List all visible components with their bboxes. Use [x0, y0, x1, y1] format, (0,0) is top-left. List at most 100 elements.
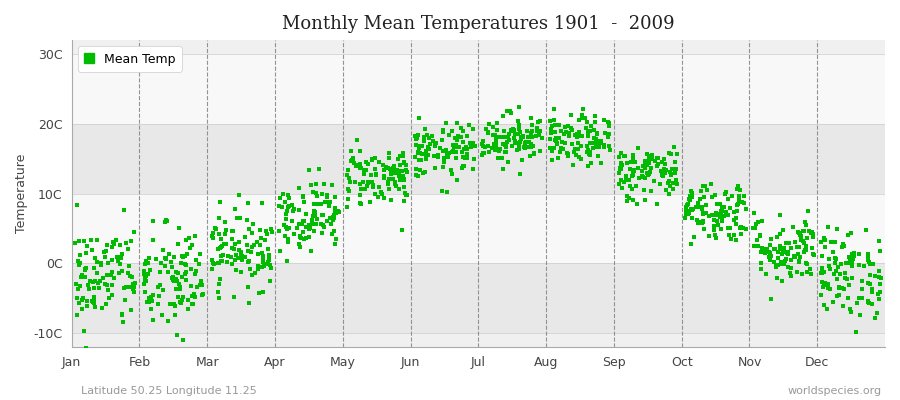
- Point: [826, 249, 841, 255]
- Point: [123, 273, 138, 279]
- Point: [304, 217, 319, 223]
- Point: [687, 234, 701, 240]
- Point: [832, 284, 846, 290]
- Point: [502, 137, 517, 144]
- Point: [445, 170, 459, 177]
- Point: [328, 206, 343, 212]
- Point: [854, 294, 868, 301]
- Point: [724, 225, 738, 231]
- Point: [612, 170, 626, 176]
- Point: [376, 173, 391, 179]
- Point: [450, 176, 464, 183]
- Point: [466, 140, 481, 146]
- Point: [738, 226, 752, 232]
- Point: [834, 261, 849, 268]
- Point: [816, 284, 831, 290]
- Point: [614, 166, 628, 172]
- Point: [580, 119, 594, 126]
- Point: [581, 133, 596, 139]
- Point: [214, 252, 229, 259]
- Point: [518, 138, 533, 145]
- Point: [543, 145, 557, 151]
- Point: [776, 260, 790, 266]
- Point: [698, 226, 712, 232]
- Point: [74, 274, 88, 281]
- Point: [315, 191, 329, 198]
- Point: [476, 150, 491, 156]
- Point: [392, 153, 407, 159]
- Point: [419, 156, 434, 162]
- Point: [213, 258, 228, 265]
- Point: [455, 138, 470, 145]
- Point: [353, 181, 367, 187]
- Point: [763, 252, 778, 259]
- Point: [510, 131, 525, 137]
- Point: [846, 256, 860, 262]
- Point: [761, 254, 776, 261]
- Point: [418, 126, 432, 132]
- Point: [302, 226, 316, 232]
- Point: [364, 179, 379, 186]
- Point: [185, 301, 200, 307]
- Point: [618, 175, 633, 182]
- Point: [706, 223, 721, 229]
- Bar: [72, 194, 885, 263]
- Point: [279, 216, 293, 222]
- Point: [496, 166, 510, 173]
- Point: [547, 122, 562, 128]
- Point: [85, 246, 99, 253]
- Point: [489, 139, 503, 146]
- Point: [637, 162, 652, 168]
- Point: [440, 151, 454, 158]
- Point: [92, 284, 106, 291]
- Point: [770, 262, 785, 268]
- Point: [581, 129, 596, 135]
- Point: [128, 280, 142, 286]
- Point: [340, 196, 355, 202]
- Point: [796, 238, 811, 244]
- Point: [165, 264, 179, 270]
- Point: [391, 156, 405, 163]
- Point: [717, 190, 732, 197]
- Point: [575, 133, 590, 140]
- Point: [436, 164, 450, 170]
- Point: [411, 157, 426, 164]
- Point: [715, 216, 729, 222]
- Point: [168, 276, 183, 282]
- Point: [332, 209, 347, 216]
- Point: [166, 277, 180, 283]
- Point: [124, 306, 139, 313]
- Point: [412, 143, 427, 150]
- Point: [514, 135, 528, 142]
- Point: [522, 139, 536, 146]
- Point: [710, 211, 724, 217]
- Point: [525, 128, 539, 134]
- Point: [872, 238, 886, 244]
- Point: [700, 186, 715, 193]
- Point: [792, 232, 806, 238]
- Point: [493, 134, 508, 140]
- Point: [547, 137, 562, 143]
- Point: [758, 250, 772, 256]
- Point: [559, 129, 573, 136]
- Point: [626, 167, 641, 173]
- Point: [615, 177, 629, 183]
- Point: [635, 174, 650, 180]
- Point: [278, 198, 293, 205]
- Point: [754, 260, 769, 266]
- Point: [504, 128, 518, 135]
- Point: [427, 153, 441, 159]
- Point: [245, 272, 259, 278]
- Point: [651, 155, 665, 162]
- Point: [502, 131, 517, 137]
- Point: [768, 246, 782, 252]
- Point: [377, 195, 392, 202]
- Point: [256, 258, 270, 265]
- Point: [71, 238, 86, 244]
- Point: [450, 119, 464, 126]
- Point: [304, 248, 319, 254]
- Point: [695, 206, 709, 212]
- Point: [234, 251, 248, 258]
- Point: [851, 251, 866, 257]
- Point: [620, 160, 634, 167]
